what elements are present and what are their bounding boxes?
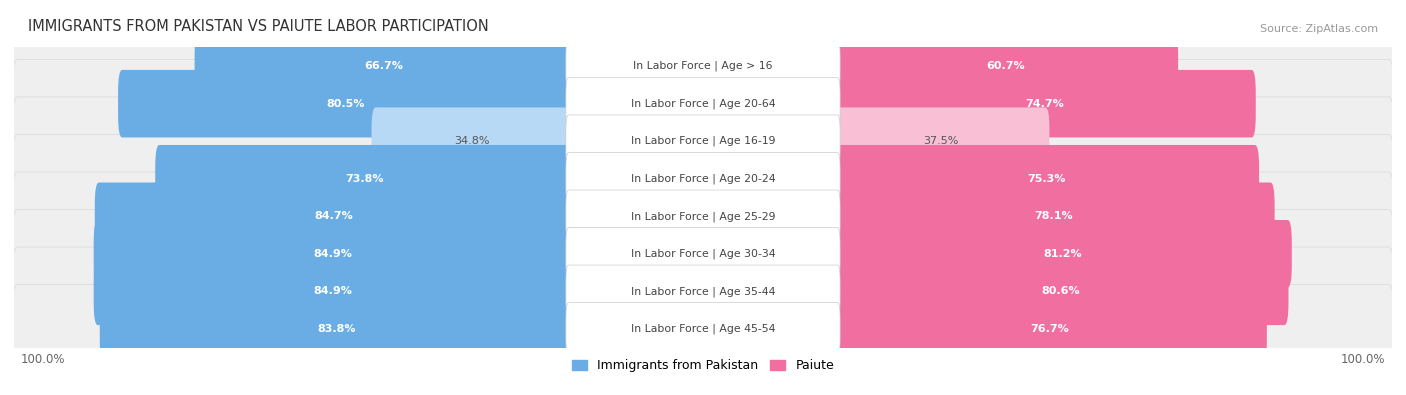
FancyBboxPatch shape <box>834 107 1049 175</box>
FancyBboxPatch shape <box>13 134 1393 223</box>
Text: In Labor Force | Age 30-34: In Labor Force | Age 30-34 <box>631 248 775 259</box>
Text: IMMIGRANTS FROM PAKISTAN VS PAIUTE LABOR PARTICIPATION: IMMIGRANTS FROM PAKISTAN VS PAIUTE LABOR… <box>28 19 489 34</box>
FancyBboxPatch shape <box>118 70 572 137</box>
Text: Source: ZipAtlas.com: Source: ZipAtlas.com <box>1260 24 1378 34</box>
FancyBboxPatch shape <box>565 152 841 205</box>
Text: 80.6%: 80.6% <box>1042 286 1080 296</box>
FancyBboxPatch shape <box>565 265 841 318</box>
Text: 100.0%: 100.0% <box>1340 353 1385 366</box>
FancyBboxPatch shape <box>834 220 1292 288</box>
FancyBboxPatch shape <box>94 258 572 325</box>
FancyBboxPatch shape <box>565 77 841 130</box>
FancyBboxPatch shape <box>94 182 572 250</box>
Text: 100.0%: 100.0% <box>21 353 66 366</box>
FancyBboxPatch shape <box>565 228 841 280</box>
Text: 73.8%: 73.8% <box>344 174 384 184</box>
Text: 66.7%: 66.7% <box>364 61 404 71</box>
FancyBboxPatch shape <box>565 303 841 355</box>
FancyBboxPatch shape <box>155 145 572 213</box>
FancyBboxPatch shape <box>565 40 841 92</box>
Text: 37.5%: 37.5% <box>924 136 959 146</box>
FancyBboxPatch shape <box>565 115 841 167</box>
FancyBboxPatch shape <box>94 220 572 288</box>
Text: 83.8%: 83.8% <box>316 324 356 334</box>
Text: In Labor Force | Age 16-19: In Labor Force | Age 16-19 <box>631 136 775 147</box>
Text: 84.9%: 84.9% <box>314 249 353 259</box>
Text: 81.2%: 81.2% <box>1043 249 1081 259</box>
Text: 78.1%: 78.1% <box>1035 211 1073 221</box>
FancyBboxPatch shape <box>13 209 1393 298</box>
Text: 74.7%: 74.7% <box>1025 99 1064 109</box>
FancyBboxPatch shape <box>13 284 1393 373</box>
FancyBboxPatch shape <box>13 97 1393 186</box>
FancyBboxPatch shape <box>834 70 1256 137</box>
Text: In Labor Force | Age 45-54: In Labor Force | Age 45-54 <box>631 324 775 334</box>
FancyBboxPatch shape <box>565 190 841 243</box>
FancyBboxPatch shape <box>834 182 1275 250</box>
FancyBboxPatch shape <box>13 22 1393 111</box>
Text: 80.5%: 80.5% <box>326 99 364 109</box>
Text: 84.7%: 84.7% <box>315 211 353 221</box>
Text: In Labor Force | Age 35-44: In Labor Force | Age 35-44 <box>631 286 775 297</box>
Text: In Labor Force | Age 20-64: In Labor Force | Age 20-64 <box>631 98 775 109</box>
Text: 60.7%: 60.7% <box>987 61 1025 71</box>
Legend: Immigrants from Pakistan, Paiute: Immigrants from Pakistan, Paiute <box>567 354 839 377</box>
Text: 34.8%: 34.8% <box>454 136 489 146</box>
FancyBboxPatch shape <box>100 295 572 363</box>
FancyBboxPatch shape <box>13 247 1393 336</box>
FancyBboxPatch shape <box>194 32 572 100</box>
FancyBboxPatch shape <box>834 32 1178 100</box>
Text: 76.7%: 76.7% <box>1031 324 1070 334</box>
FancyBboxPatch shape <box>834 295 1267 363</box>
FancyBboxPatch shape <box>834 145 1260 213</box>
Text: 75.3%: 75.3% <box>1026 174 1066 184</box>
Text: In Labor Force | Age > 16: In Labor Force | Age > 16 <box>633 61 773 71</box>
FancyBboxPatch shape <box>371 107 572 175</box>
Text: 84.9%: 84.9% <box>314 286 353 296</box>
Text: In Labor Force | Age 25-29: In Labor Force | Age 25-29 <box>631 211 775 222</box>
FancyBboxPatch shape <box>13 59 1393 148</box>
FancyBboxPatch shape <box>13 172 1393 261</box>
FancyBboxPatch shape <box>834 258 1288 325</box>
Text: In Labor Force | Age 20-24: In Labor Force | Age 20-24 <box>631 173 775 184</box>
